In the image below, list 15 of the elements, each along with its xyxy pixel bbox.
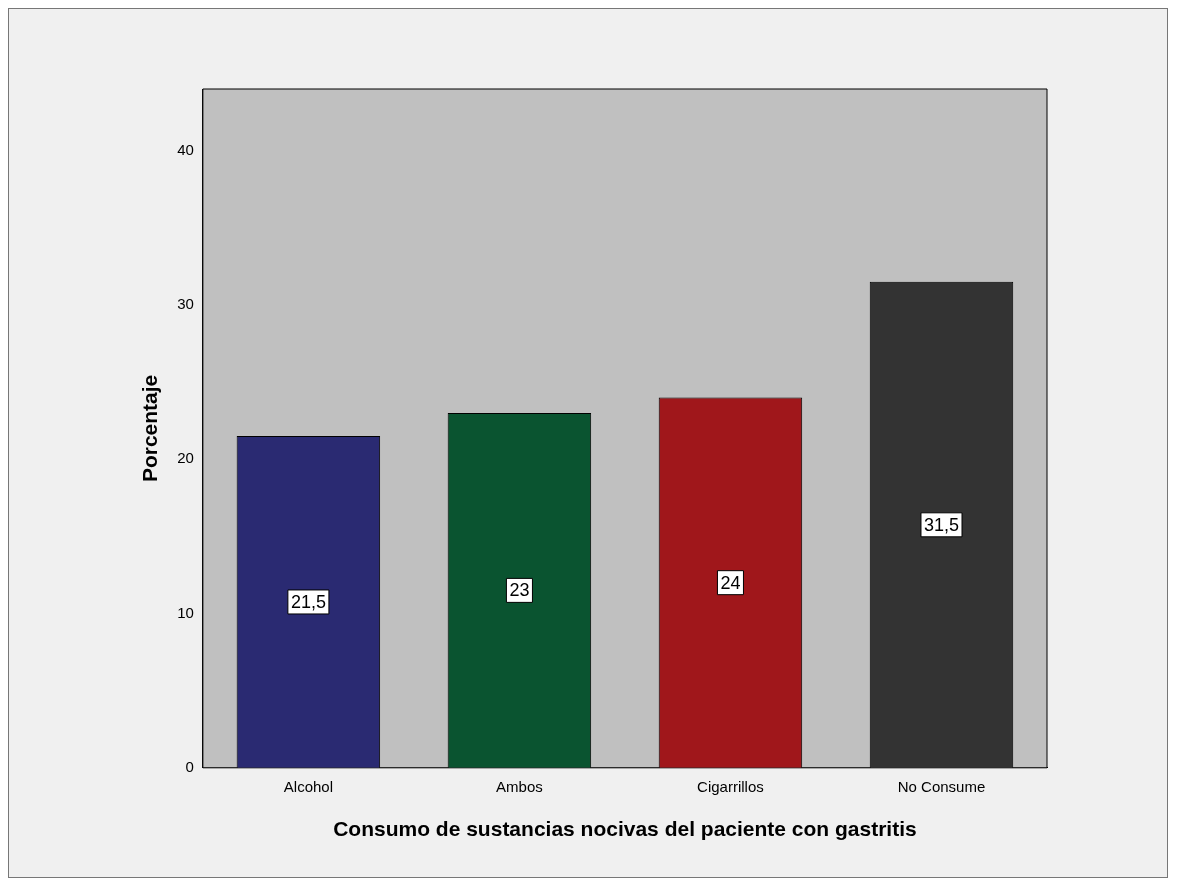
x-tick-label: No Consume (897, 777, 986, 795)
data-label: 31,5 (923, 514, 960, 535)
x-tick-label: Ambos (496, 777, 543, 795)
x-tick-label: Cigarrillos (697, 777, 764, 795)
y-tick-label: 30 (177, 295, 194, 313)
data-label: 24 (720, 572, 741, 593)
x-tick-label: Alcohol (283, 777, 333, 795)
y-axis-title: Porcentaje (138, 374, 162, 483)
y-tick-label: 0 (185, 757, 194, 775)
data-label: 23 (509, 580, 530, 601)
y-tick-label: 10 (177, 603, 194, 621)
y-tick-label: 40 (177, 140, 194, 158)
y-tick-label: 20 (177, 449, 194, 467)
x-axis-title: Consumo de sustancias nocivas del paciente con gastritis (333, 817, 917, 841)
data-label: 21,5 (290, 591, 326, 612)
